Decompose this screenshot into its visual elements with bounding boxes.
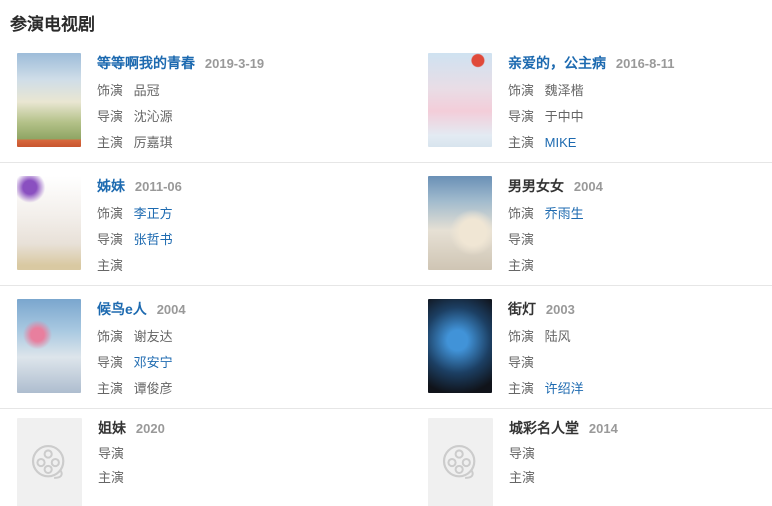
credit-line: 主演 许绍洋: [508, 381, 584, 396]
credit-line: 饰演 乔雨生: [508, 206, 603, 221]
drama-title-link[interactable]: 等等啊我的青春: [97, 55, 195, 71]
credit-line: 导演: [508, 355, 584, 370]
credit-line: 主演: [508, 258, 603, 273]
tv-entry: 亲爱的，公主病 2016-8-11 饰演 魏泽楷 导演 于中中 主演 MIKE: [386, 53, 772, 150]
credit-line: 导演 邓安宁: [97, 355, 186, 370]
credit-line: 饰演 陆风: [508, 329, 584, 344]
starring-value: 谭俊彦: [133, 381, 173, 396]
director-link[interactable]: 邓安宁: [133, 355, 173, 370]
tv-row: 候鸟e人 2004 饰演 谢友达 导演 邓安宁 主演 谭俊彦: [0, 285, 772, 408]
release-date: 2014: [588, 421, 618, 436]
credit-line: 导演: [508, 232, 603, 247]
director-value: 沈沁源: [133, 109, 173, 124]
film-reel-icon: [31, 444, 64, 479]
role-label: 饰演: [508, 83, 535, 98]
poster-image[interactable]: [17, 176, 81, 270]
poster-image[interactable]: [428, 176, 492, 270]
section-title: 参演电视剧: [10, 15, 95, 34]
director-link[interactable]: 张哲书: [133, 232, 173, 247]
role-label: 饰演: [508, 329, 535, 344]
credit-line: 导演 沈沁源: [97, 109, 264, 124]
starring-label: 主演: [97, 258, 124, 273]
drama-title-link[interactable]: 候鸟e人: [97, 301, 147, 317]
tv-entry: 等等啊我的青春 2019-3-19 饰演 品冠 导演 沈沁源 主演 厉嘉琪: [0, 53, 386, 150]
tv-entry: 姊妹 2011-06 饰演 李正方 导演 张哲书 主演: [0, 176, 386, 273]
role-link[interactable]: 乔雨生: [544, 206, 584, 221]
release-date: 2019-3-19: [204, 56, 265, 71]
tv-entry: 城彩名人堂 2014 导演 主演: [386, 418, 772, 506]
tv-series-list: 等等啊我的青春 2019-3-19 饰演 品冠 导演 沈沁源 主演 厉嘉琪: [0, 37, 772, 506]
credit-line: 主演 厉嘉琪: [97, 135, 264, 150]
role-label: 饰演: [97, 206, 124, 221]
role-value: 魏泽楷: [544, 83, 584, 98]
director-value: 于中中: [544, 109, 584, 124]
drama-title: 城彩名人堂: [509, 420, 579, 436]
release-date: 2004: [573, 179, 603, 194]
drama-title-link[interactable]: 姊妹: [97, 178, 125, 194]
role-value: 陆风: [544, 329, 571, 344]
drama-title: 姐妹: [98, 420, 126, 436]
release-date: 2016-8-11: [615, 56, 675, 71]
starring-value: 厉嘉琪: [133, 135, 173, 150]
director-label: 导演: [97, 355, 124, 370]
drama-title-link[interactable]: 亲爱的，公主病: [508, 55, 606, 71]
release-date: 2020: [135, 421, 165, 436]
starring-link[interactable]: 许绍洋: [544, 381, 584, 396]
director-label: 导演: [98, 446, 125, 461]
credit-line: 导演: [98, 446, 165, 461]
tv-entry: 街灯 2003 饰演 陆风 导演 主演 许绍洋: [386, 299, 772, 396]
tv-entry: 候鸟e人 2004 饰演 谢友达 导演 邓安宁 主演 谭俊彦: [0, 299, 386, 396]
role-link[interactable]: 李正方: [133, 206, 173, 221]
director-label: 导演: [508, 355, 535, 370]
poster-image[interactable]: [428, 53, 492, 147]
credit-line: 导演: [509, 446, 618, 461]
drama-title: 男男女女: [508, 178, 564, 194]
poster-image[interactable]: [17, 53, 81, 147]
credit-line: 饰演 谢友达: [97, 329, 186, 344]
role-value: 品冠: [133, 83, 160, 98]
release-date: 2004: [156, 302, 186, 317]
credit-line: 主演: [98, 470, 165, 485]
starring-label: 主演: [508, 258, 535, 273]
starring-label: 主演: [97, 135, 124, 150]
credit-line: 饰演 品冠: [97, 83, 264, 98]
role-label: 饰演: [97, 329, 124, 344]
poster-placeholder: [17, 418, 82, 506]
credit-line: 饰演 李正方: [97, 206, 182, 221]
role-label: 饰演: [97, 83, 124, 98]
release-date: 2003: [545, 302, 575, 317]
film-reel-icon: [442, 444, 475, 479]
starring-label: 主演: [98, 470, 125, 485]
credit-line: 导演 于中中: [508, 109, 674, 124]
credit-line: 主演 MIKE: [508, 135, 674, 150]
role-value: 谢友达: [133, 329, 173, 344]
director-label: 导演: [508, 109, 535, 124]
role-label: 饰演: [508, 206, 535, 221]
tv-row: 姐妹 2020 导演 主演: [0, 408, 772, 506]
director-label: 导演: [97, 232, 124, 247]
starring-label: 主演: [508, 381, 535, 396]
starring-label: 主演: [508, 135, 535, 150]
director-label: 导演: [508, 232, 535, 247]
poster-image[interactable]: [17, 299, 81, 393]
director-label: 导演: [97, 109, 124, 124]
starring-link[interactable]: MIKE: [544, 135, 577, 150]
credit-line: 主演: [97, 258, 182, 273]
tv-entry: 姐妹 2020 导演 主演: [0, 418, 386, 506]
tv-row: 等等啊我的青春 2019-3-19 饰演 品冠 导演 沈沁源 主演 厉嘉琪: [0, 37, 772, 162]
drama-title: 街灯: [508, 301, 536, 317]
credit-line: 主演: [509, 470, 618, 485]
poster-placeholder: [428, 418, 493, 506]
poster-image[interactable]: [428, 299, 492, 393]
tv-entry: 男男女女 2004 饰演 乔雨生 导演 主演: [386, 176, 772, 273]
starring-label: 主演: [97, 381, 124, 396]
tv-row: 姊妹 2011-06 饰演 李正方 导演 张哲书 主演: [0, 162, 772, 285]
credit-line: 饰演 魏泽楷: [508, 83, 674, 98]
credit-line: 主演 谭俊彦: [97, 381, 186, 396]
release-date: 2011-06: [134, 179, 182, 194]
starring-label: 主演: [509, 470, 536, 485]
director-label: 导演: [509, 446, 536, 461]
credit-line: 导演 张哲书: [97, 232, 182, 247]
